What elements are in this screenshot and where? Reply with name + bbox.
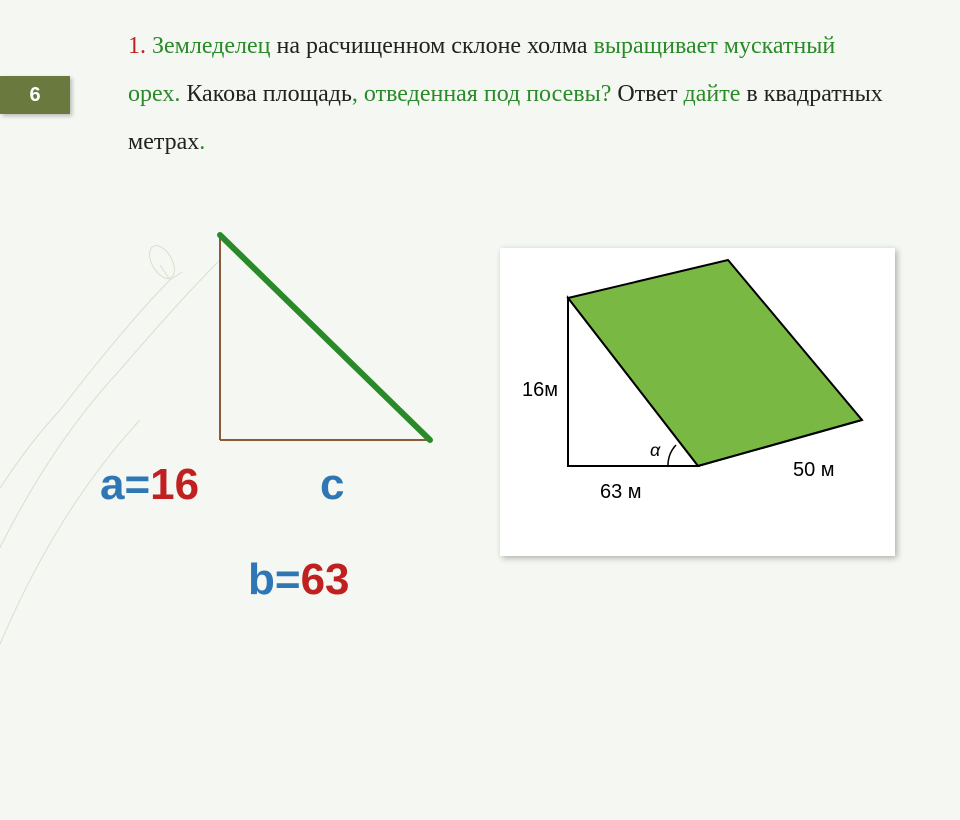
seg-1: Земледелец (152, 33, 277, 59)
seg-7: дайте (678, 81, 747, 107)
label-a-value: 16 (150, 460, 199, 509)
problem-number: 1. (128, 33, 146, 59)
label-a-letter: a= (100, 460, 150, 509)
seg-9: . (199, 129, 205, 155)
label-c: c (320, 460, 344, 510)
svg-text:16м: 16м (522, 379, 558, 401)
seg-4: Какова площадь (186, 81, 352, 107)
seg-5: , отведенная под посевы? (352, 81, 617, 107)
svg-text:α: α (650, 440, 661, 460)
svg-text:63 м: 63 м (600, 481, 642, 503)
page-number-badge: 6 (0, 76, 70, 114)
svg-text:50 м: 50 м (793, 459, 835, 481)
prism-diagram: 16м 63 м 50 м α (500, 248, 895, 556)
label-b: b=63 (248, 555, 350, 605)
problem-text: 1. Земледелец на расчищенном склоне холм… (128, 22, 888, 166)
label-b-value: 63 (301, 555, 350, 604)
label-b-letter: b= (248, 555, 301, 604)
label-a: a=16 (100, 460, 199, 510)
triangle-diagram (130, 215, 450, 495)
seg-2: на расчищенном склоне холма (277, 33, 588, 59)
seg-6: Ответ (617, 81, 677, 107)
